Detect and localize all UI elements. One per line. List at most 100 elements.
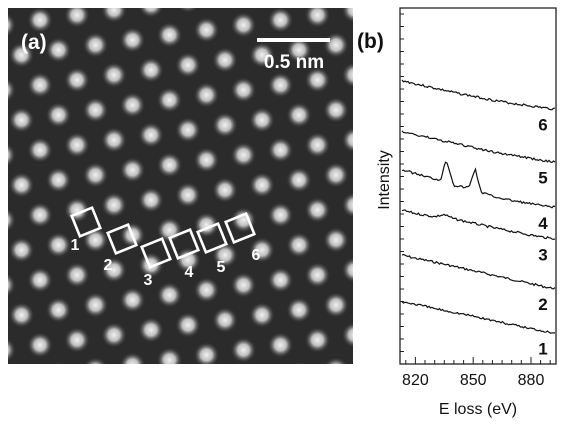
atom-column xyxy=(230,77,257,103)
atom-column xyxy=(27,202,53,228)
atom-column xyxy=(8,302,35,328)
atom-column xyxy=(9,0,35,3)
atom-column xyxy=(212,177,238,203)
atom-column xyxy=(267,72,294,98)
analysis-box-label: 5 xyxy=(217,259,226,276)
atom-column xyxy=(82,162,109,188)
spectrum-line xyxy=(401,130,556,164)
analysis-boxes: 1 2 3 4 5 6 xyxy=(69,205,261,289)
atom-column xyxy=(45,232,72,258)
atom-column xyxy=(286,102,312,128)
atom-column xyxy=(323,162,349,188)
atom-column xyxy=(138,252,164,278)
analysis-box xyxy=(167,227,201,261)
atom-column xyxy=(101,322,127,348)
atom-column xyxy=(8,13,16,37)
atom-column xyxy=(27,332,53,358)
atom-column xyxy=(292,362,306,364)
atom-column xyxy=(212,47,238,73)
analysis-box-label: 6 xyxy=(252,247,261,264)
atom-column xyxy=(304,67,331,93)
spectrum-label: 2 xyxy=(538,295,547,314)
atom-column xyxy=(193,277,220,303)
atom-column xyxy=(101,257,127,283)
atom-column xyxy=(267,332,294,358)
stem-image-panel: 1 2 3 4 5 6 0.5 nm (a) xyxy=(8,0,353,364)
x-tick-label: 820 xyxy=(402,372,429,389)
analysis-box xyxy=(69,205,103,239)
atom-column xyxy=(8,237,35,263)
atom-column xyxy=(82,292,109,318)
atom-column xyxy=(45,37,72,63)
atom-column xyxy=(230,12,257,38)
atom-column xyxy=(119,287,146,313)
atom-column xyxy=(101,192,127,218)
atom-column xyxy=(304,262,331,288)
atom-column xyxy=(286,37,312,63)
spectrum-line xyxy=(401,253,556,290)
atom-column xyxy=(267,8,294,33)
atom-column xyxy=(45,102,72,128)
atom-column xyxy=(8,338,16,362)
analysis-box-label: 4 xyxy=(185,264,194,281)
atom-column xyxy=(64,327,90,353)
atom-column xyxy=(230,142,257,168)
atom-column xyxy=(323,227,349,253)
atom-column xyxy=(82,97,109,123)
atom-column xyxy=(119,92,146,118)
atom-column xyxy=(177,8,199,13)
atom-column xyxy=(249,237,275,263)
x-tick-label: 880 xyxy=(518,372,545,389)
spectrum-label: 6 xyxy=(538,116,547,135)
x-axis-label: E loss (eV) xyxy=(439,401,517,418)
atom-column xyxy=(212,0,238,8)
atom-column xyxy=(286,297,312,323)
spectrum-label: 1 xyxy=(538,339,547,358)
atom-column xyxy=(341,127,353,153)
atom-column xyxy=(138,57,164,83)
atom-column xyxy=(175,247,201,273)
plot-frame xyxy=(399,7,557,365)
atom-column xyxy=(83,357,108,364)
atom-column xyxy=(323,32,349,58)
atom-column xyxy=(119,27,146,53)
atom-column xyxy=(341,8,353,23)
panel-a-label: (a) xyxy=(21,31,47,54)
spectrum-line xyxy=(401,209,556,241)
atom-column xyxy=(341,322,353,348)
atom-column xyxy=(45,167,72,193)
spectrum-label: 4 xyxy=(538,214,548,233)
atom-column xyxy=(193,82,220,108)
spectrum-labels: 6 5 4 3 2 1 xyxy=(538,116,548,359)
panel-b-label: (b) xyxy=(357,30,384,53)
spectra-panel: (b) 820 850 880 6 5 4 3 2 1 E loss (eV) Intensi… xyxy=(357,7,557,418)
atom-column xyxy=(304,8,331,28)
atom-column xyxy=(8,78,16,102)
atom-column xyxy=(193,17,220,43)
atom-column xyxy=(175,312,201,338)
atom-column xyxy=(323,292,349,318)
atom-column xyxy=(249,42,275,68)
atom-column xyxy=(27,137,53,163)
atom-column xyxy=(27,8,53,33)
analysis-box xyxy=(105,222,139,256)
analysis-box-label: 3 xyxy=(144,272,153,289)
atom-column xyxy=(304,197,331,223)
atom-column xyxy=(64,197,90,223)
atom-column xyxy=(45,297,72,323)
atom-column xyxy=(175,117,201,143)
y-axis-ticks xyxy=(400,13,404,352)
spectra-lines xyxy=(401,79,556,334)
spectrum-line xyxy=(401,79,555,111)
atom-column xyxy=(286,167,312,193)
atom-column xyxy=(324,357,348,364)
atom-column xyxy=(230,337,257,363)
atom-column xyxy=(138,8,164,18)
atom-lattice xyxy=(8,0,353,364)
atom-column xyxy=(27,267,53,293)
y-axis-label: Intensity xyxy=(376,150,393,210)
atom-column xyxy=(156,282,183,308)
atom-column xyxy=(64,8,90,28)
atom-column xyxy=(193,147,220,173)
atom-column xyxy=(8,143,16,167)
